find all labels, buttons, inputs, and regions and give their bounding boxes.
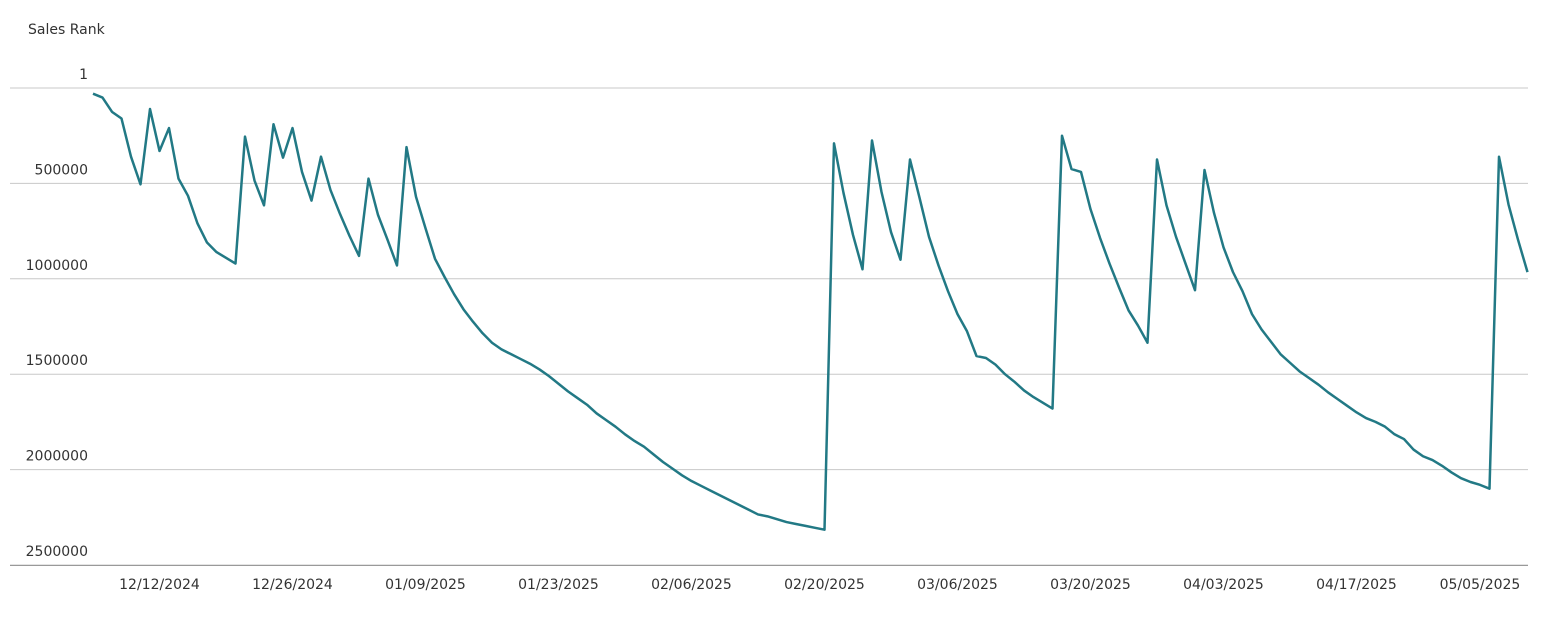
y-tick-label: 2000000 xyxy=(26,449,88,465)
y-tick-label: 1000000 xyxy=(26,258,88,274)
x-tick-label: 04/03/2025 xyxy=(1183,577,1264,593)
x-tick-label: 01/23/2025 xyxy=(518,577,599,593)
x-tick-label: 12/26/2024 xyxy=(252,577,333,593)
y-tick-label: 1 xyxy=(79,67,88,83)
x-tick-label: 02/06/2025 xyxy=(651,577,732,593)
y-axis-label: Sales Rank xyxy=(28,22,106,38)
x-tick-label: 05/05/2025 xyxy=(1440,577,1521,593)
x-tick-label: 03/06/2025 xyxy=(917,577,998,593)
x-tick-label: 01/09/2025 xyxy=(385,577,466,593)
y-tick-label: 2500000 xyxy=(26,544,88,560)
data-line xyxy=(92,92,1529,531)
y-tick-label: 1500000 xyxy=(26,353,88,369)
x-tick-label: 12/12/2024 xyxy=(119,577,200,593)
x-tick-label: 04/17/2025 xyxy=(1316,577,1397,593)
x-tick-label: 02/20/2025 xyxy=(784,577,865,593)
x-tick-label: 03/20/2025 xyxy=(1050,577,1131,593)
y-tick-label: 500000 xyxy=(35,162,88,178)
